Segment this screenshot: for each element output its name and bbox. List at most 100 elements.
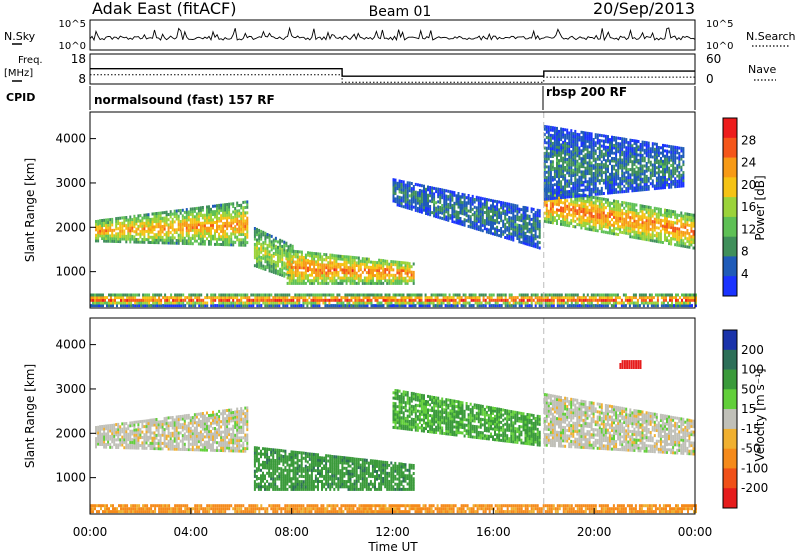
power-cell	[637, 153, 640, 157]
power-cell	[309, 273, 311, 277]
power-cell	[631, 170, 634, 174]
power-cell	[433, 206, 436, 210]
power-cell	[289, 246, 292, 250]
power-cell	[627, 149, 630, 153]
power-cell	[317, 271, 320, 275]
power-cell	[284, 293, 287, 297]
power-cell	[242, 243, 245, 247]
power-cell	[418, 191, 421, 195]
power-cell	[547, 217, 550, 221]
power-cell	[352, 296, 355, 300]
power-cell	[512, 217, 515, 220]
power-cell	[560, 188, 563, 192]
power-cell	[364, 293, 367, 297]
power-cell	[321, 268, 324, 272]
power-cell	[277, 251, 279, 255]
power-cell	[631, 144, 634, 148]
power-cell	[346, 304, 349, 308]
power-cell	[602, 163, 605, 167]
power-cell	[487, 198, 490, 202]
power-cell	[643, 169, 646, 173]
power-cell	[676, 243, 679, 247]
power-cell	[155, 220, 158, 223]
power-cell	[380, 258, 383, 262]
power-cell	[553, 153, 556, 157]
power-cell	[627, 221, 630, 225]
power-cell	[623, 225, 626, 229]
power-cell	[280, 298, 283, 302]
power-cell	[338, 301, 341, 305]
power-cell	[590, 177, 593, 181]
power-cell	[200, 304, 203, 308]
power-cell	[504, 215, 507, 218]
power-cell	[522, 219, 525, 223]
power-cell	[410, 276, 413, 280]
power-cell	[576, 189, 579, 193]
power-cell	[553, 167, 556, 171]
power-cell	[490, 218, 492, 221]
power-cell	[596, 176, 599, 180]
power-cell	[414, 203, 417, 207]
power-cell	[359, 259, 362, 263]
power-cell	[302, 274, 305, 278]
power-cell	[668, 169, 671, 173]
power-cell	[240, 222, 243, 226]
power-cell	[214, 221, 216, 224]
power-cell	[607, 191, 609, 195]
power-cell	[449, 192, 452, 196]
power-cell	[313, 254, 316, 258]
power-cell	[619, 145, 622, 148]
power-cell	[572, 132, 575, 136]
power-cell	[258, 247, 261, 251]
power-cell	[372, 279, 374, 283]
power-cell	[166, 304, 169, 308]
power-cell	[479, 202, 482, 205]
power-cell	[594, 226, 597, 230]
power-cell	[172, 298, 175, 302]
power-cell	[621, 169, 624, 173]
power-cell	[119, 240, 122, 244]
power-cell	[447, 213, 450, 217]
power-cell	[314, 296, 317, 300]
power-cell	[165, 213, 168, 217]
power-cell	[657, 184, 660, 187]
power-cell	[518, 207, 521, 211]
power-cell	[690, 237, 693, 241]
power-cell	[443, 199, 446, 203]
power-cell	[643, 151, 646, 155]
power-cell	[649, 176, 652, 180]
power-cell	[171, 223, 174, 227]
power-cell	[611, 167, 613, 171]
power-cell	[532, 236, 535, 240]
power-cell	[327, 274, 330, 278]
power-cell	[617, 161, 620, 164]
power-cell	[602, 208, 605, 212]
power-cell	[574, 198, 577, 201]
power-cell	[169, 231, 172, 235]
power-cell	[400, 266, 403, 270]
power-cell	[264, 301, 267, 305]
power-cell	[649, 163, 652, 167]
power-cell	[469, 222, 472, 226]
power-cell	[586, 182, 589, 186]
power-cell	[602, 222, 605, 226]
power-cell	[682, 155, 685, 159]
power-cell	[449, 206, 452, 210]
power-cell	[264, 231, 267, 235]
power-cell	[606, 203, 609, 207]
power-cell	[549, 154, 552, 158]
power-cell	[313, 279, 316, 283]
power-cell	[300, 250, 303, 254]
power-cell	[657, 207, 660, 211]
power-cell	[443, 212, 446, 216]
power-cell	[615, 158, 618, 162]
power-cell	[576, 183, 579, 187]
power-cell	[676, 169, 679, 173]
power-cell	[128, 293, 131, 297]
power-cell	[313, 268, 316, 272]
power-cell	[363, 279, 366, 283]
power-cell	[649, 174, 652, 178]
power-cell	[139, 230, 142, 234]
power-cell	[568, 131, 571, 135]
power-cell	[604, 159, 607, 163]
